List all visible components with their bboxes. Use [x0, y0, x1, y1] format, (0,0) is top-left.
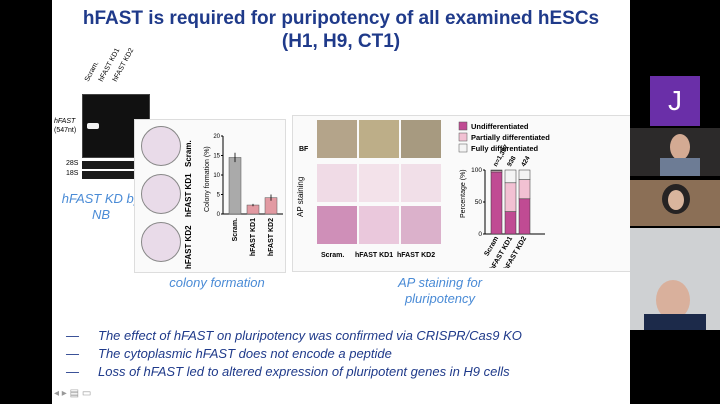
colony-dish-kd2	[141, 222, 181, 262]
diff-bar-segment	[518, 179, 531, 200]
ap-staining-panel: BF AP staining Scram. hFAST KD1 hFAST KD…	[292, 115, 630, 272]
slide-title: hFAST is required for puripotency of all…	[52, 7, 630, 53]
bullet-list: — The effect of hFAST on pluripotency was…	[66, 327, 522, 381]
colony-category-label: Scram.	[232, 218, 239, 241]
diff-bar-segment	[490, 171, 503, 235]
colony-dish-scram	[141, 126, 181, 166]
colony-caption: colony formation	[169, 275, 265, 290]
participant-avatar: J	[650, 76, 700, 126]
diff-bar-segment	[504, 182, 517, 212]
bullet-item: — Loss of hFAST led to altered expression…	[66, 364, 510, 379]
nb-band-scram	[87, 123, 99, 129]
diff-n-label: 424	[520, 155, 532, 168]
bullet-item: — The effect of hFAST on pluripotency was…	[66, 328, 522, 343]
ap-stain2-scram	[317, 206, 357, 244]
colony-label-kd2: hFAST KD2	[184, 225, 193, 269]
participant-video-2[interactable]	[630, 180, 720, 226]
colony-chart-ytick-label: 20	[213, 134, 220, 140]
diff-legend-label: Partially differentiated	[471, 133, 550, 142]
diff-legend-swatch	[458, 132, 468, 142]
colony-bar	[228, 157, 242, 215]
bullet-item: — The cytoplasmic hFAST does not encode a…	[66, 346, 392, 361]
bullet-text: The effect of hFAST on pluripotency was …	[98, 328, 522, 343]
colony-category-label: hFAST KD2	[268, 218, 275, 256]
diff-bar-segment	[518, 198, 531, 235]
ap-stain1-scram	[317, 164, 357, 202]
diff-bar-segment	[504, 169, 517, 184]
colony-chart-ylabel: Colony formation (%)	[204, 146, 211, 212]
ap-bf-kd2	[401, 120, 441, 158]
diff-legend-label: Undifferentiated	[471, 122, 529, 131]
ap-stain2-kd2	[401, 206, 441, 244]
participant-3-shirt	[644, 314, 706, 330]
colony-formation-panel: Scram. hFAST KD1 hFAST KD2 Colony format…	[134, 119, 286, 273]
participant-video-3[interactable]	[630, 228, 720, 330]
colony-chart-ytick-label: 15	[213, 154, 220, 160]
slide-nav-controls[interactable]: ◂ ▸ ▤ ▭	[54, 388, 92, 399]
nb-18s-band	[82, 171, 148, 179]
colony-formation-chart: Colony formation (%) 0 5 10 15 20 Scram. hFAS…	[204, 134, 283, 256]
participant-avatar-tile[interactable]: J	[630, 76, 720, 126]
diff-legend-swatch	[458, 121, 468, 131]
diff-n-label: 938	[506, 155, 518, 168]
ap-stain2-kd1	[359, 206, 399, 244]
diff-bar-segment	[490, 169, 503, 171]
differentiation-chart: Undifferentiated Partially differentiated…	[458, 121, 550, 268]
presentation-slide: hFAST is required for puripotency of all…	[52, 0, 630, 404]
diff-legend-label: Fully differentiated	[471, 144, 539, 153]
ap-stain1-kd1	[359, 164, 399, 202]
ap-col-label-kd2: hFAST KD2	[397, 252, 436, 259]
diff-chart-ytick-label: 0	[478, 231, 482, 238]
nb-28s-label: 28S	[66, 160, 79, 167]
colony-chart-ytick-label: 0	[217, 212, 221, 218]
nb-target-label: hFAST	[54, 118, 76, 125]
participant-video-1[interactable]	[630, 128, 720, 176]
diff-bar-segment	[504, 211, 517, 235]
ap-stain1-kd2	[401, 164, 441, 202]
ap-row-label-bf: BF	[299, 146, 309, 153]
diff-chart-ylabel: Percentage (%)	[460, 169, 467, 218]
ap-col-label-scram: Scram.	[321, 252, 345, 259]
colony-bar	[246, 204, 260, 215]
ap-row-label-ap: AP staining	[296, 176, 305, 217]
colony-dish-kd1	[141, 174, 181, 214]
colony-label-kd1: hFAST KD1	[184, 173, 193, 217]
slide-title-line1: hFAST is required for puripotency of all…	[82, 8, 600, 29]
nb-18s-label: 18S	[66, 170, 79, 177]
diff-bar-segment	[518, 169, 531, 180]
diff-chart-ytick-label: 50	[475, 199, 483, 206]
participant-3-head	[656, 280, 690, 320]
nb-caption: hFAST KD by NB	[61, 191, 141, 222]
bullet-text: The cytoplasmic hFAST does not encode a …	[98, 346, 392, 361]
participant-2-face	[668, 190, 684, 210]
colony-chart-ytick-label: 10	[213, 173, 220, 179]
ap-bf-kd1	[359, 120, 399, 158]
slide-title-line2: (H1, H9, CT1)	[281, 31, 401, 52]
participant-1-face	[670, 134, 690, 160]
ap-bf-scram	[317, 120, 357, 158]
colony-chart-ytick-label: 5	[217, 193, 221, 199]
bullet-text: Loss of hFAST led to altered expression …	[98, 364, 510, 379]
ap-caption: AP staining for pluripotency	[397, 275, 483, 306]
nb-28s-band	[82, 161, 148, 169]
colony-label-scram: Scram.	[184, 140, 193, 167]
participant-strip: J	[630, 0, 720, 404]
ap-col-label-kd1: hFAST KD1	[355, 252, 394, 259]
nb-target-size: (547nt)	[54, 127, 77, 134]
participant-1-shirt	[660, 158, 700, 176]
diff-chart-ytick-label: 100	[471, 167, 482, 174]
colony-category-label: hFAST KD1	[250, 218, 257, 256]
diff-legend-swatch	[458, 143, 468, 153]
